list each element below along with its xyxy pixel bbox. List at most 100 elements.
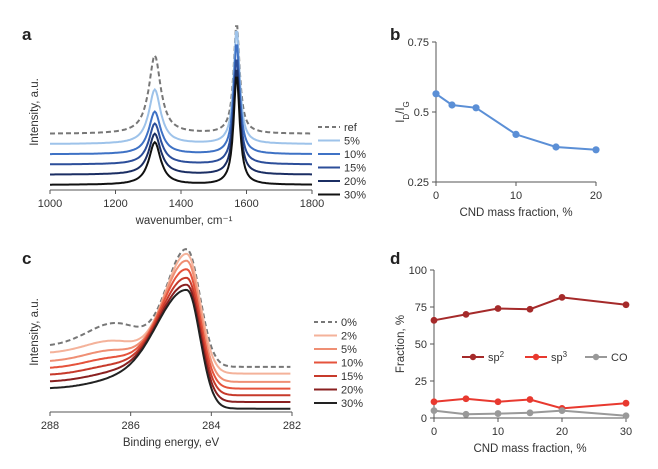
panel-b-series-line	[435, 92, 597, 151]
panel-d-y-tick-label: 50	[415, 339, 427, 351]
panel-a: a 1000 1200 1400 1600 1800 wavenumber, cm⁻¹ …	[22, 25, 366, 227]
panel-d-legend-label: sp3	[551, 350, 568, 365]
panel-d-data-point	[494, 305, 502, 312]
panel-a-legend-label: ref	[344, 122, 358, 134]
panel-c-x-ticks: 288 286 284 282	[41, 412, 301, 432]
panel-c-legend-label: 5%	[341, 344, 357, 356]
panel-d-data-point	[494, 410, 502, 417]
panel-d-legend-label: sp2	[488, 350, 505, 365]
panel-a-legend-label: 5%	[344, 136, 360, 148]
panel-c-legend-label: 2%	[341, 331, 357, 343]
panel-b-x-tick-label: 0	[433, 190, 439, 202]
panel-c-series-line	[49, 252, 291, 375]
panel-a-series	[50, 25, 313, 186]
panel-d-xlabel: CND mass fraction, %	[473, 443, 586, 455]
panel-d-series-line	[433, 296, 627, 322]
panel-a-legend: ref 5%10% 15%20% 30%	[318, 122, 366, 202]
panel-d-data-point	[622, 301, 630, 309]
panel-a-tick-label: 1400	[169, 198, 193, 210]
panel-d-data-point	[622, 399, 630, 407]
panel-d-data-point	[622, 412, 630, 420]
panel-c-legend-label: 20%	[341, 385, 363, 397]
panel-a-legend-label: 20%	[344, 176, 366, 188]
panel-a-series-line	[50, 59, 312, 166]
panel-b-x-tick-label: 10	[510, 190, 522, 202]
panel-c-label: c	[22, 249, 31, 268]
panel-c-legend-label: 0%	[341, 317, 357, 329]
panel-d-x-tick-label: 30	[620, 426, 632, 438]
panel-a-tick-label: 1600	[234, 198, 258, 210]
panel-b-x-tick-label: 20	[590, 190, 602, 202]
panel-c-tick-label: 288	[41, 420, 59, 432]
panel-d-data-point	[494, 398, 502, 406]
panel-b-series	[432, 90, 600, 154]
panel-c-series-line	[49, 259, 291, 383]
panel-b-data-point	[472, 104, 480, 112]
panel-d-legend-swatch-marker	[469, 353, 477, 361]
panel-d-series-line	[433, 397, 627, 410]
panel-a-tick-label: 1000	[38, 198, 62, 210]
panel-a-ylabel: Intensity, a.u.	[29, 78, 41, 146]
panel-d-legend-swatch-marker	[532, 353, 540, 361]
panel-d-data-point	[430, 398, 438, 406]
panel-d-data-point	[526, 409, 534, 417]
panel-d-legend-label: CO	[611, 352, 628, 364]
panel-b-ticks: 0 10 20 0.25 0.5 0.75	[408, 37, 603, 202]
panel-d-data-point	[526, 305, 534, 313]
panel-b: b 0 10 200.250.50.75 CND mass fraction, % …	[390, 25, 602, 219]
panel-a-label: a	[22, 25, 32, 44]
panel-b-ylabel: ID/IG	[395, 101, 411, 123]
panel-a-xlabel: wavenumber, cm⁻¹	[135, 215, 233, 227]
panel-a-series-line	[50, 76, 313, 186]
panel-d-data-point	[558, 293, 566, 301]
panel-d-data-point	[558, 407, 566, 414]
panel-d-data-point	[526, 396, 534, 403]
panel-d-legend: sp2 sp3 CO	[462, 350, 628, 365]
panel-d-label: d	[390, 249, 400, 268]
panel-d-data-point	[430, 316, 438, 324]
panel-d-ticks: 0 10 20 30 0 25 50 75 100	[409, 265, 632, 438]
panel-b-y-tick-label: 0.75	[408, 37, 429, 49]
panel-b-y-tick-label: 0.5	[414, 107, 429, 119]
panel-d-data-point	[430, 407, 438, 414]
panel-a-x-ticks: 1000 1200 1400 1600 1800	[38, 190, 324, 210]
panel-c-series-line	[49, 288, 291, 410]
panel-b-data-point	[448, 101, 456, 109]
panel-c-legend-label: 15%	[341, 371, 363, 383]
panel-b-y-tick-label: 0.25	[408, 177, 429, 189]
panel-c-series-line	[49, 268, 291, 390]
panel-a-legend-label: 10%	[344, 149, 366, 161]
panel-d-x-tick-label: 20	[556, 426, 568, 438]
panel-a-tick-label: 1200	[103, 198, 127, 210]
panel-b-label: b	[390, 25, 400, 44]
panel-c-series-line	[49, 276, 291, 397]
panel-c-legend: 0% 2%5% 10%15% 20%30%	[314, 317, 363, 410]
panel-c: c 288 286 284 282 Binding energy, eV Intens…	[22, 248, 363, 449]
panel-d-x-tick-label: 0	[431, 426, 437, 438]
panel-d-y-tick-label: 75	[415, 302, 427, 314]
panel-a-legend-label: 15%	[344, 163, 366, 175]
panel-a-series-line	[50, 69, 312, 176]
panel-d-data-point	[462, 410, 470, 418]
panel-d: d 0 10 20 30 0 25 50 75 100 sp2 sp3 CO CND mass fr…	[390, 249, 632, 455]
panel-d-y-tick-label: 100	[409, 265, 427, 277]
panel-c-series	[49, 248, 291, 410]
panel-b-data-point	[552, 143, 560, 151]
panel-c-xlabel: Binding energy, eV	[123, 437, 220, 449]
panel-d-data-point	[462, 311, 470, 318]
panel-c-tick-label: 282	[283, 420, 301, 432]
panel-d-x-tick-label: 10	[492, 426, 504, 438]
panel-a-series-line	[50, 30, 312, 145]
panel-d-y-tick-label: 25	[415, 376, 427, 388]
panel-c-ylabel: Intensity, a.u.	[29, 298, 41, 366]
panel-c-tick-label: 284	[202, 420, 220, 432]
panel-c-series-line	[49, 283, 291, 403]
panel-b-data-point	[512, 130, 520, 138]
panel-d-series	[430, 293, 630, 420]
panel-a-legend-label: 30%	[344, 190, 366, 202]
panel-d-ylabel: Fraction, %	[395, 315, 407, 373]
panel-a-series-line	[50, 25, 312, 135]
panel-c-legend-label: 10%	[341, 358, 363, 370]
panel-c-series-line	[49, 248, 291, 368]
